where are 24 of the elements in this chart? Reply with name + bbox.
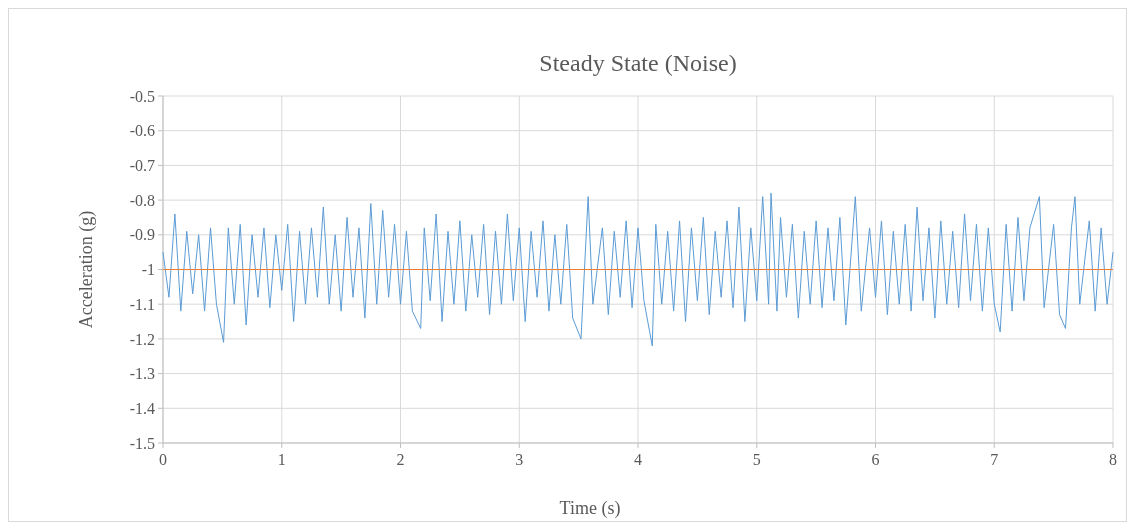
x-tick-label: 8 — [1109, 451, 1117, 468]
x-axis-title: Time (s) — [559, 498, 621, 519]
y-tick-label: -0.9 — [129, 226, 155, 244]
x-tick-label: 0 — [159, 451, 167, 468]
x-tick-label: 3 — [515, 451, 524, 468]
y-tick-label: -0.8 — [129, 191, 155, 209]
y-tick-label: -1.5 — [129, 434, 155, 452]
y-axis-title: Acceleration (g) — [76, 210, 97, 329]
x-tick-label: 1 — [277, 451, 286, 468]
y-tick-label: -1.3 — [129, 365, 155, 383]
y-tick-label: -1.2 — [129, 330, 155, 348]
y-tick-label: -1.1 — [129, 295, 155, 313]
chart-title: Steady State (Noise) — [539, 50, 737, 76]
x-tick-label: 6 — [871, 451, 880, 468]
y-tick-label: -1.4 — [129, 399, 155, 417]
y-tick-label: -0.6 — [129, 122, 155, 140]
x-tick-label: 5 — [752, 451, 761, 468]
x-tick-label: 4 — [634, 451, 642, 468]
y-tick-label: -0.7 — [129, 157, 155, 174]
line-series — [162, 192, 1114, 347]
x-tick-label: 2 — [396, 451, 405, 468]
y-tick-label: -1 — [141, 261, 155, 279]
x-tick-label: 7 — [990, 451, 999, 468]
y-tick-label: -0.5 — [129, 87, 155, 105]
